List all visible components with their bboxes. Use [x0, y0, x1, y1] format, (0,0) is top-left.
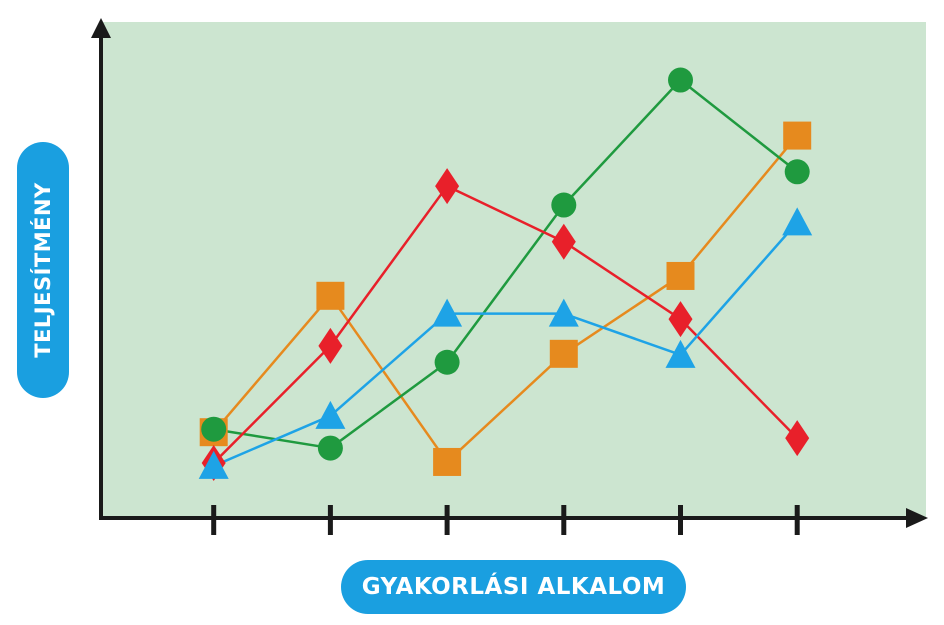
triangle-marker-5	[665, 339, 696, 368]
square-marker-6	[783, 121, 812, 150]
circle-marker-1	[201, 416, 227, 442]
x-axis-arrow	[906, 508, 928, 528]
triangle-marker-6	[782, 207, 813, 236]
y-axis-label: TELJESÍTMÉNY	[17, 142, 69, 398]
triangle-marker-2	[315, 400, 346, 429]
circle-marker-6	[784, 159, 810, 185]
series-layer	[198, 67, 813, 481]
triangle-marker-1	[198, 450, 229, 479]
triangle-marker-4	[548, 298, 579, 327]
diamond-marker-3	[435, 168, 460, 205]
circle-marker-4	[551, 192, 577, 218]
diamond-marker-2	[318, 327, 343, 364]
y-axis-label-text: TELJESÍTMÉNY	[31, 182, 55, 358]
series-line-triangle	[213, 221, 799, 468]
circle-marker-5	[668, 67, 693, 93]
square-marker-5	[666, 261, 695, 290]
diamond-marker-5	[668, 301, 693, 338]
square-marker-2	[316, 281, 345, 310]
diamond-marker-6	[785, 420, 810, 457]
square-marker-3	[433, 447, 462, 476]
square-marker-4	[549, 339, 578, 368]
triangle-marker-3	[432, 298, 463, 327]
series-line-square	[212, 134, 799, 464]
series-line-circle	[213, 78, 798, 450]
x-axis-label: GYAKORLÁSI ALKALOM	[341, 560, 686, 614]
circle-marker-2	[317, 435, 343, 461]
series-line-diamond	[212, 184, 799, 464]
diamond-marker-4	[551, 223, 576, 260]
axes	[91, 18, 928, 535]
circle-marker-3	[434, 349, 460, 375]
y-axis-arrow	[91, 18, 111, 38]
